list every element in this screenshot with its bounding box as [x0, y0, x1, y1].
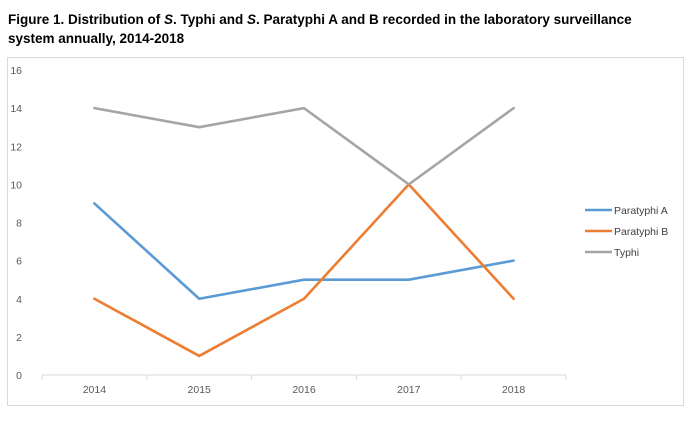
series-line-paratyphi-a [93, 202, 515, 301]
chart-title-line-2: system annually, 2014-2018 [8, 31, 185, 46]
y-tick-label: 14 [10, 103, 22, 115]
legend-label-typhi: Typhi [614, 247, 639, 259]
y-tick-label: 2 [16, 332, 22, 344]
x-tick-label: 2018 [502, 384, 526, 396]
chart-title-line-1: Figure 1. Distribution of S. Typhi and S… [8, 12, 632, 27]
y-tick-label: 8 [16, 218, 22, 230]
x-tick-label: 2014 [83, 384, 107, 396]
y-tick-label: 4 [16, 294, 22, 306]
y-tick-label: 0 [16, 370, 22, 382]
y-tick-label: 6 [16, 256, 22, 268]
legend-label-paratyphi-b: Paratyphi B [614, 226, 668, 238]
y-tick-label: 12 [10, 141, 22, 153]
y-tick-label: 16 [10, 65, 22, 77]
legend-label-paratyphi-a: Paratyphi A [614, 205, 668, 217]
y-tick-label: 10 [10, 179, 22, 191]
chart-title: Figure 1. Distribution of S. Typhi and S… [8, 10, 688, 48]
x-tick-label: 2017 [397, 384, 421, 396]
chart-area [7, 57, 684, 406]
series-line-paratyphi-b [93, 183, 515, 358]
series-line-typhi [93, 106, 515, 186]
x-tick-label: 2015 [188, 384, 212, 396]
x-tick-label: 2016 [292, 384, 316, 396]
